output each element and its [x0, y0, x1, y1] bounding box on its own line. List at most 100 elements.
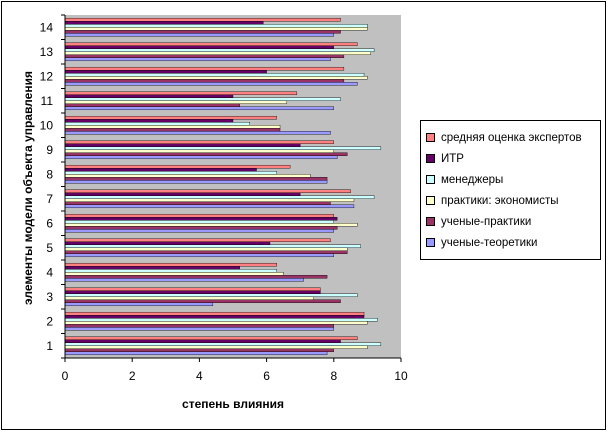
legend-swatch [426, 175, 435, 184]
legend-item: менеджеры [426, 169, 600, 190]
bar-14-series-5 [64, 21, 264, 25]
legend-item: ученые-практики [426, 211, 600, 232]
bar-11-series-6 [64, 91, 298, 95]
bar-5-series-3 [64, 247, 348, 251]
bar-3-series-2 [64, 299, 341, 303]
legend-swatch [426, 217, 435, 226]
bar-6-series-1 [64, 229, 334, 233]
bar-6-series-3 [64, 223, 358, 227]
bar-2-series-2 [64, 324, 334, 328]
y-tick-label: 5 [46, 241, 53, 255]
bar-7-series-5 [64, 192, 301, 196]
bar-8-series-3 [64, 174, 311, 178]
y-tick-label: 13 [40, 45, 54, 59]
bar-9-series-5 [64, 143, 301, 147]
bar-5-series-4 [64, 244, 361, 248]
bar-11-series-3 [64, 100, 287, 104]
bar-13-series-2 [64, 54, 345, 58]
legend-label: ученые-теоретики [441, 236, 538, 249]
bar-1-series-4 [64, 342, 382, 346]
bar-12-series-4 [64, 73, 365, 77]
y-tick-label: 1 [46, 339, 53, 353]
bar-12-series-3 [64, 76, 368, 80]
legend-swatch [426, 238, 435, 247]
y-tick-label: 7 [46, 192, 53, 206]
bar-2-series-4 [64, 318, 378, 322]
legend-item: средняя оценка экспертов [426, 127, 600, 148]
bar-6-series-6 [64, 213, 334, 218]
y-tick-label: 9 [46, 143, 53, 157]
bar-2-series-6 [64, 311, 365, 316]
bar-6-series-4 [64, 220, 334, 224]
bar-2-series-3 [64, 321, 368, 325]
bar-5-series-5 [64, 241, 271, 245]
bar-10-series-5 [64, 119, 234, 123]
x-tick-label: 0 [62, 369, 69, 383]
x-tick-label: 2 [129, 369, 136, 383]
bar-14-series-4 [64, 24, 368, 28]
bar-9-series-6 [64, 140, 334, 144]
bar-6-series-2 [64, 226, 338, 230]
bar-3-series-6 [64, 287, 321, 291]
bar-3-series-4 [64, 293, 358, 297]
bar-8-series-2 [64, 177, 328, 181]
bar-4-series-4 [64, 269, 277, 273]
legend-swatch [426, 133, 435, 142]
plot-area [65, 15, 401, 358]
y-tick-label: 3 [46, 290, 53, 304]
legend-label: практики: экономисты [441, 194, 559, 207]
bar-3-series-5 [64, 290, 321, 294]
bar-8-series-4 [64, 171, 277, 175]
bar-4-series-5 [64, 266, 240, 270]
bar-14-series-2 [64, 30, 341, 34]
bar-10-series-2 [64, 128, 281, 132]
bar-5-series-1 [64, 253, 334, 258]
bar-5-series-2 [64, 250, 348, 254]
bar-11-series-4 [64, 97, 341, 101]
legend-label: средняя оценка экспертов [441, 131, 582, 144]
legend-item: ученые-теоретики [426, 232, 600, 253]
bar-4-series-2 [64, 275, 328, 279]
bar-1-series-2 [64, 348, 334, 352]
bar-13-series-5 [64, 45, 334, 49]
bar-9-series-3 [64, 149, 334, 153]
bar-6-series-5 [64, 217, 338, 221]
legend-label: менеджеры [441, 173, 504, 186]
bar-12-series-6 [64, 66, 345, 71]
legend-item: ИТР [426, 148, 600, 169]
bar-10-series-3 [64, 125, 281, 129]
bar-13-series-1 [64, 57, 331, 62]
bar-7-series-6 [64, 189, 351, 193]
bar-14-series-6 [64, 17, 341, 22]
bar-2-series-1 [64, 327, 334, 331]
bar-3-series-1 [64, 302, 214, 307]
bar-10-series-6 [64, 115, 277, 120]
bar-13-series-6 [64, 42, 358, 46]
x-tick-label: 4 [196, 369, 203, 383]
bar-1-series-5 [64, 339, 341, 343]
y-tick-label: 11 [41, 94, 54, 108]
x-tick-label: 8 [330, 369, 337, 383]
legend-label: ИТР [441, 152, 464, 165]
bar-11-series-1 [64, 106, 334, 111]
y-tick-label: 6 [46, 216, 53, 230]
y-tick-label: 8 [46, 167, 53, 181]
bar-7-series-1 [64, 204, 355, 209]
bar-2-series-5 [64, 315, 365, 319]
bar-9-series-4 [64, 146, 382, 150]
y-tick-label: 2 [46, 314, 53, 328]
bar-12-series-1 [64, 82, 358, 86]
legend-label: ученые-практики [441, 215, 532, 228]
bar-7-series-2 [64, 201, 331, 205]
bar-11-series-5 [64, 94, 234, 98]
bar-9-series-1 [64, 155, 338, 160]
x-axis-title: степень влияния [182, 397, 284, 411]
bar-4-series-6 [64, 262, 277, 267]
bar-1-series-3 [64, 345, 368, 349]
x-tick-label: 10 [394, 369, 408, 383]
bar-12-series-2 [64, 79, 345, 83]
bar-14-series-3 [64, 27, 368, 31]
bar-4-series-3 [64, 272, 284, 276]
